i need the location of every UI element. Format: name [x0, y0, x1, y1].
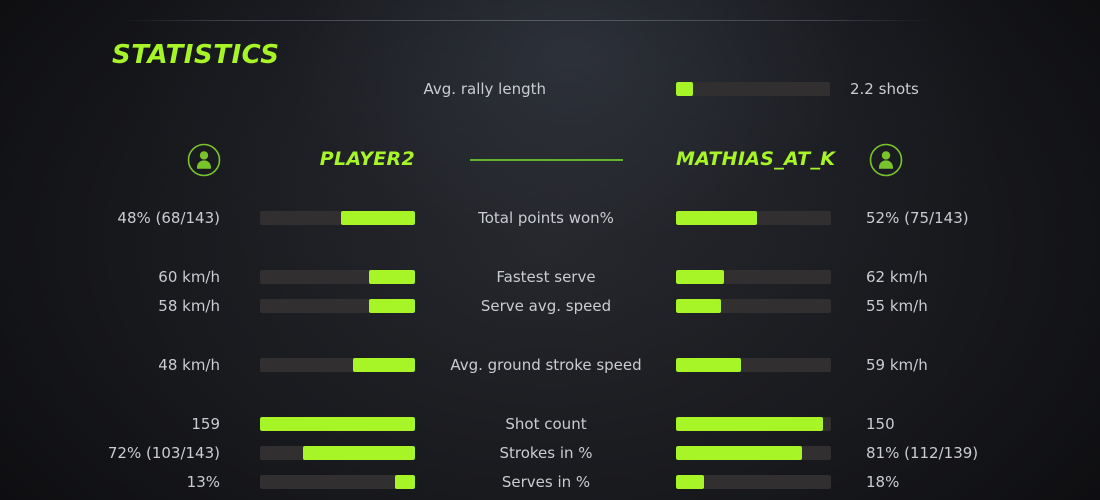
- avg-rally-length-value: 2.2 shots: [850, 80, 919, 98]
- stat-right-bar-track: [676, 446, 831, 460]
- stat-right-value: 59 km/h: [866, 356, 928, 374]
- stat-right-bar-track: [676, 299, 831, 313]
- stat-right-bar-fill: [676, 475, 704, 489]
- avg-rally-length-row: Avg. rally length 2.2 shots: [0, 78, 1100, 100]
- stat-left-bar-fill: [368, 270, 415, 284]
- stat-row: 13% Serves in % 18%: [0, 471, 1100, 493]
- stat-right-bar-fill: [676, 211, 757, 225]
- stat-row: 48% (68/143) Total points won% 52% (75/143…: [0, 207, 1100, 229]
- stat-label: Strokes in %: [499, 444, 593, 462]
- stat-label: Fastest serve: [496, 268, 596, 286]
- stat-right-value: 52% (75/143): [866, 209, 969, 227]
- stat-left-value: 159: [191, 415, 220, 433]
- avg-rally-length-bar-track: [676, 82, 830, 96]
- avg-rally-length-bar-fill: [676, 82, 693, 96]
- stat-left-bar-track: [260, 299, 415, 313]
- stat-right-value: 150: [866, 415, 895, 433]
- stat-right-value: 81% (112/139): [866, 444, 979, 462]
- players-header: PLAYER2 MATHIAS_AT_K: [0, 140, 1100, 180]
- stat-right-value: 18%: [866, 473, 900, 491]
- stat-row: 72% (103/143) Strokes in % 81% (112/139): [0, 442, 1100, 464]
- stat-row: 48 km/h Avg. ground stroke speed 59 km/h: [0, 354, 1100, 376]
- players-divider-rule: [470, 159, 623, 161]
- stat-right-bar-track: [676, 211, 831, 225]
- player-name-right[interactable]: MATHIAS_AT_K: [676, 148, 836, 170]
- stat-right-value: 55 km/h: [866, 297, 928, 315]
- stat-row: 159 Shot count 150: [0, 413, 1100, 435]
- stat-right-bar-fill: [676, 299, 721, 313]
- stat-right-bar-track: [676, 270, 831, 284]
- stat-label: Serves in %: [501, 473, 591, 491]
- stat-left-bar-fill: [353, 358, 415, 372]
- stat-left-bar-track: [260, 417, 415, 431]
- person-avatar-icon[interactable]: [868, 142, 904, 178]
- stat-left-value: 48% (68/143): [117, 209, 220, 227]
- stat-label: Avg. ground stroke speed: [450, 356, 642, 374]
- stat-right-bar-track: [676, 358, 831, 372]
- stat-left-value: 48 km/h: [158, 356, 220, 374]
- stat-right-bar-fill: [676, 270, 725, 284]
- stat-label: Serve avg. speed: [480, 297, 612, 315]
- avg-rally-length-label: Avg. rally length: [423, 80, 546, 98]
- stat-right-bar-track: [676, 417, 831, 431]
- person-avatar-icon[interactable]: [186, 142, 222, 178]
- stat-left-bar-track: [260, 270, 415, 284]
- stat-right-bar-fill: [676, 417, 824, 431]
- stat-right-bar-fill: [676, 358, 742, 372]
- stat-left-bar-track: [260, 358, 415, 372]
- player-name-left[interactable]: PLAYER2: [319, 148, 415, 170]
- stat-right-bar-track: [676, 475, 831, 489]
- stat-right-bar-fill: [676, 446, 802, 460]
- stat-left-bar-track: [260, 475, 415, 489]
- stat-left-value: 72% (103/143): [107, 444, 220, 462]
- page-title: STATISTICS: [112, 40, 280, 70]
- stat-left-bar-fill: [368, 299, 415, 313]
- stat-left-value: 13%: [186, 473, 220, 491]
- stat-left-bar-fill: [340, 211, 415, 225]
- stat-label: Total points won%: [478, 209, 614, 227]
- stat-left-bar-fill: [260, 417, 415, 431]
- stat-row: 58 km/h Serve avg. speed 55 km/h: [0, 295, 1100, 317]
- stat-row: 60 km/h Fastest serve 62 km/h: [0, 266, 1100, 288]
- stat-left-bar-track: [260, 446, 415, 460]
- stat-left-bar-fill: [303, 446, 415, 460]
- stat-left-bar-track: [260, 211, 415, 225]
- stat-label: Shot count: [505, 415, 587, 433]
- stat-left-value: 60 km/h: [158, 268, 220, 286]
- stat-left-value: 58 km/h: [158, 297, 220, 315]
- top-divider: [120, 20, 932, 21]
- stat-left-bar-fill: [394, 475, 415, 489]
- stat-right-value: 62 km/h: [866, 268, 928, 286]
